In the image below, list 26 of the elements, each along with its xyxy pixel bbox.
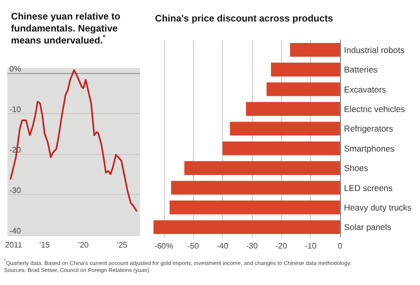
x-tick-label: -50: [187, 242, 200, 250]
y-tick-label: Batteries: [344, 64, 378, 75]
y-tick-label: Refrigerators: [344, 124, 394, 134]
x-tick-label: -30: [246, 242, 258, 250]
y-tick-label: Solar panels: [344, 222, 392, 232]
x-tick-label: 0: [338, 242, 343, 250]
y-tick-label: -30: [9, 186, 22, 195]
y-tick-label: -10: [9, 104, 22, 114]
y-tick-label: Industrial robots: [344, 44, 404, 55]
x-tick-label: -20: [275, 242, 288, 250]
y-tick-label: Excavators: [344, 84, 386, 94]
x-tick-label: 2011: [5, 240, 23, 250]
y-tick-label: Shoes: [344, 163, 368, 174]
x-tick-label: '15: [39, 240, 50, 250]
x-tick-label: -60%: [154, 242, 174, 250]
y-tick-label: LED screens: [344, 182, 393, 193]
y-tick-label: Electric vehicles: [344, 104, 405, 114]
y-tick-label: -40: [9, 226, 22, 236]
x-tick-label: -40: [216, 242, 229, 250]
chart-title: China's price discount across products: [155, 14, 334, 24]
y-tick-label: Smartphones: [344, 143, 395, 154]
x-tick-label: '20: [78, 240, 90, 250]
y-tick-label: Heavy duty trucks: [344, 202, 412, 212]
y-tick-label: 0%: [9, 64, 21, 74]
x-tick-label: '25: [116, 240, 128, 250]
x-tick-label: -10: [304, 242, 317, 250]
